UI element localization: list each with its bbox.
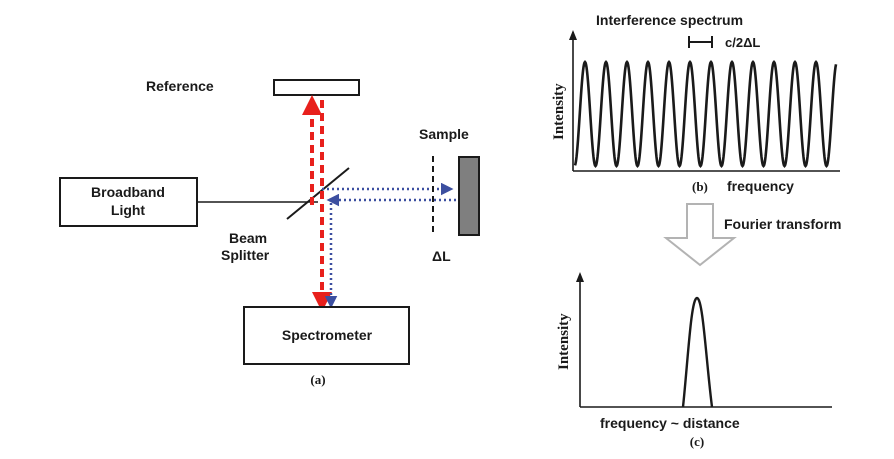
beam-splitter: [286, 167, 350, 220]
spectrum-title: Interference spectrum: [596, 12, 743, 28]
source-label-line2: Light: [111, 202, 146, 218]
sample-label: Sample: [419, 126, 469, 142]
caption-b: (b): [692, 179, 708, 194]
reference-mirror: [273, 79, 360, 96]
fourier-transform-label: Fourier transform: [724, 216, 841, 232]
interference-wave: [573, 59, 838, 169]
delta-l-label: ΔL: [432, 248, 451, 264]
fourier-peak: [681, 296, 714, 408]
caption-a: (a): [310, 372, 325, 387]
broadband-light-source: [59, 177, 198, 227]
fourier-transform-arrow: [663, 203, 737, 267]
period-marker: [688, 36, 713, 48]
spectrum-y-label: Intensity: [551, 83, 567, 140]
reference-label: Reference: [146, 78, 214, 94]
source-label-line1: Broadband: [91, 184, 165, 200]
spectrum-x-label: frequency: [727, 178, 794, 194]
period-label: c/2ΔL: [725, 35, 760, 50]
splitter-label-line2: Splitter: [221, 247, 270, 263]
spectrum-y-arrowhead: [569, 30, 577, 40]
spectrometer-label: Spectrometer: [282, 327, 373, 343]
peak-y-label: Intensity: [556, 313, 572, 370]
caption-c: (c): [690, 434, 704, 449]
splitter-label-line1: Beam: [229, 230, 267, 246]
peak-y-arrowhead: [576, 272, 584, 282]
sample-block: [458, 156, 480, 236]
peak-x-label: frequency ~ distance: [600, 415, 740, 431]
spectrometer-box: [243, 306, 410, 365]
